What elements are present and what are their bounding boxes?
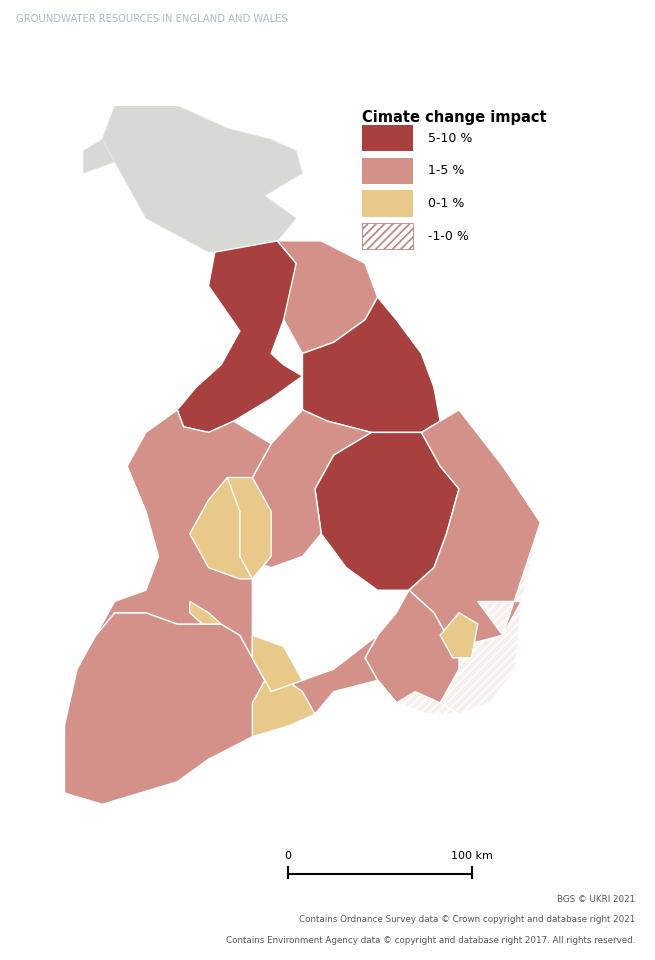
Text: ♕: ♕ — [508, 20, 520, 34]
Polygon shape — [178, 241, 303, 432]
Polygon shape — [365, 590, 521, 714]
Text: 0: 0 — [285, 852, 291, 861]
Polygon shape — [252, 636, 303, 691]
Text: 1-5 %: 1-5 % — [428, 164, 464, 178]
Text: Cimate change impact: Cimate change impact — [362, 110, 546, 126]
Text: 100 km: 100 km — [451, 852, 493, 861]
Polygon shape — [65, 612, 396, 804]
Polygon shape — [190, 602, 221, 624]
Text: 0-1 %: 0-1 % — [428, 197, 464, 210]
FancyBboxPatch shape — [362, 190, 413, 217]
Polygon shape — [409, 410, 540, 646]
Polygon shape — [377, 681, 459, 714]
Polygon shape — [252, 669, 315, 736]
Polygon shape — [83, 139, 115, 173]
Polygon shape — [315, 432, 459, 590]
Polygon shape — [215, 477, 271, 579]
Polygon shape — [477, 522, 540, 636]
Polygon shape — [278, 241, 377, 353]
FancyBboxPatch shape — [362, 157, 413, 184]
Text: GROUNDWATER RESOURCES IN ENGLAND AND WALES: GROUNDWATER RESOURCES IN ENGLAND AND WAL… — [16, 14, 288, 24]
Polygon shape — [96, 410, 271, 691]
Text: Climate change impact by 2045: Climate change impact by 2045 — [16, 43, 523, 71]
Text: ~: ~ — [509, 71, 519, 84]
Text: Survey: Survey — [565, 78, 606, 90]
Polygon shape — [303, 298, 440, 432]
Text: Contains Ordnance Survey data © Crown copyright and database right 2021: Contains Ordnance Survey data © Crown co… — [299, 916, 635, 924]
FancyBboxPatch shape — [362, 223, 413, 250]
Text: BGS © UKRI 2021: BGS © UKRI 2021 — [557, 895, 635, 903]
FancyBboxPatch shape — [362, 125, 413, 152]
Text: Contains Environment Agency data © copyright and database right 2017. All rights: Contains Environment Agency data © copyr… — [226, 936, 635, 945]
Polygon shape — [440, 612, 477, 658]
Text: -1-0 %: -1-0 % — [428, 229, 469, 243]
Polygon shape — [190, 477, 252, 579]
Text: Geological: Geological — [565, 47, 626, 60]
Polygon shape — [102, 106, 303, 252]
Polygon shape — [440, 602, 521, 714]
Text: BGS: BGS — [493, 42, 535, 60]
Text: British: British — [565, 17, 603, 30]
Polygon shape — [240, 410, 371, 567]
Text: 5-10 %: 5-10 % — [428, 132, 472, 145]
